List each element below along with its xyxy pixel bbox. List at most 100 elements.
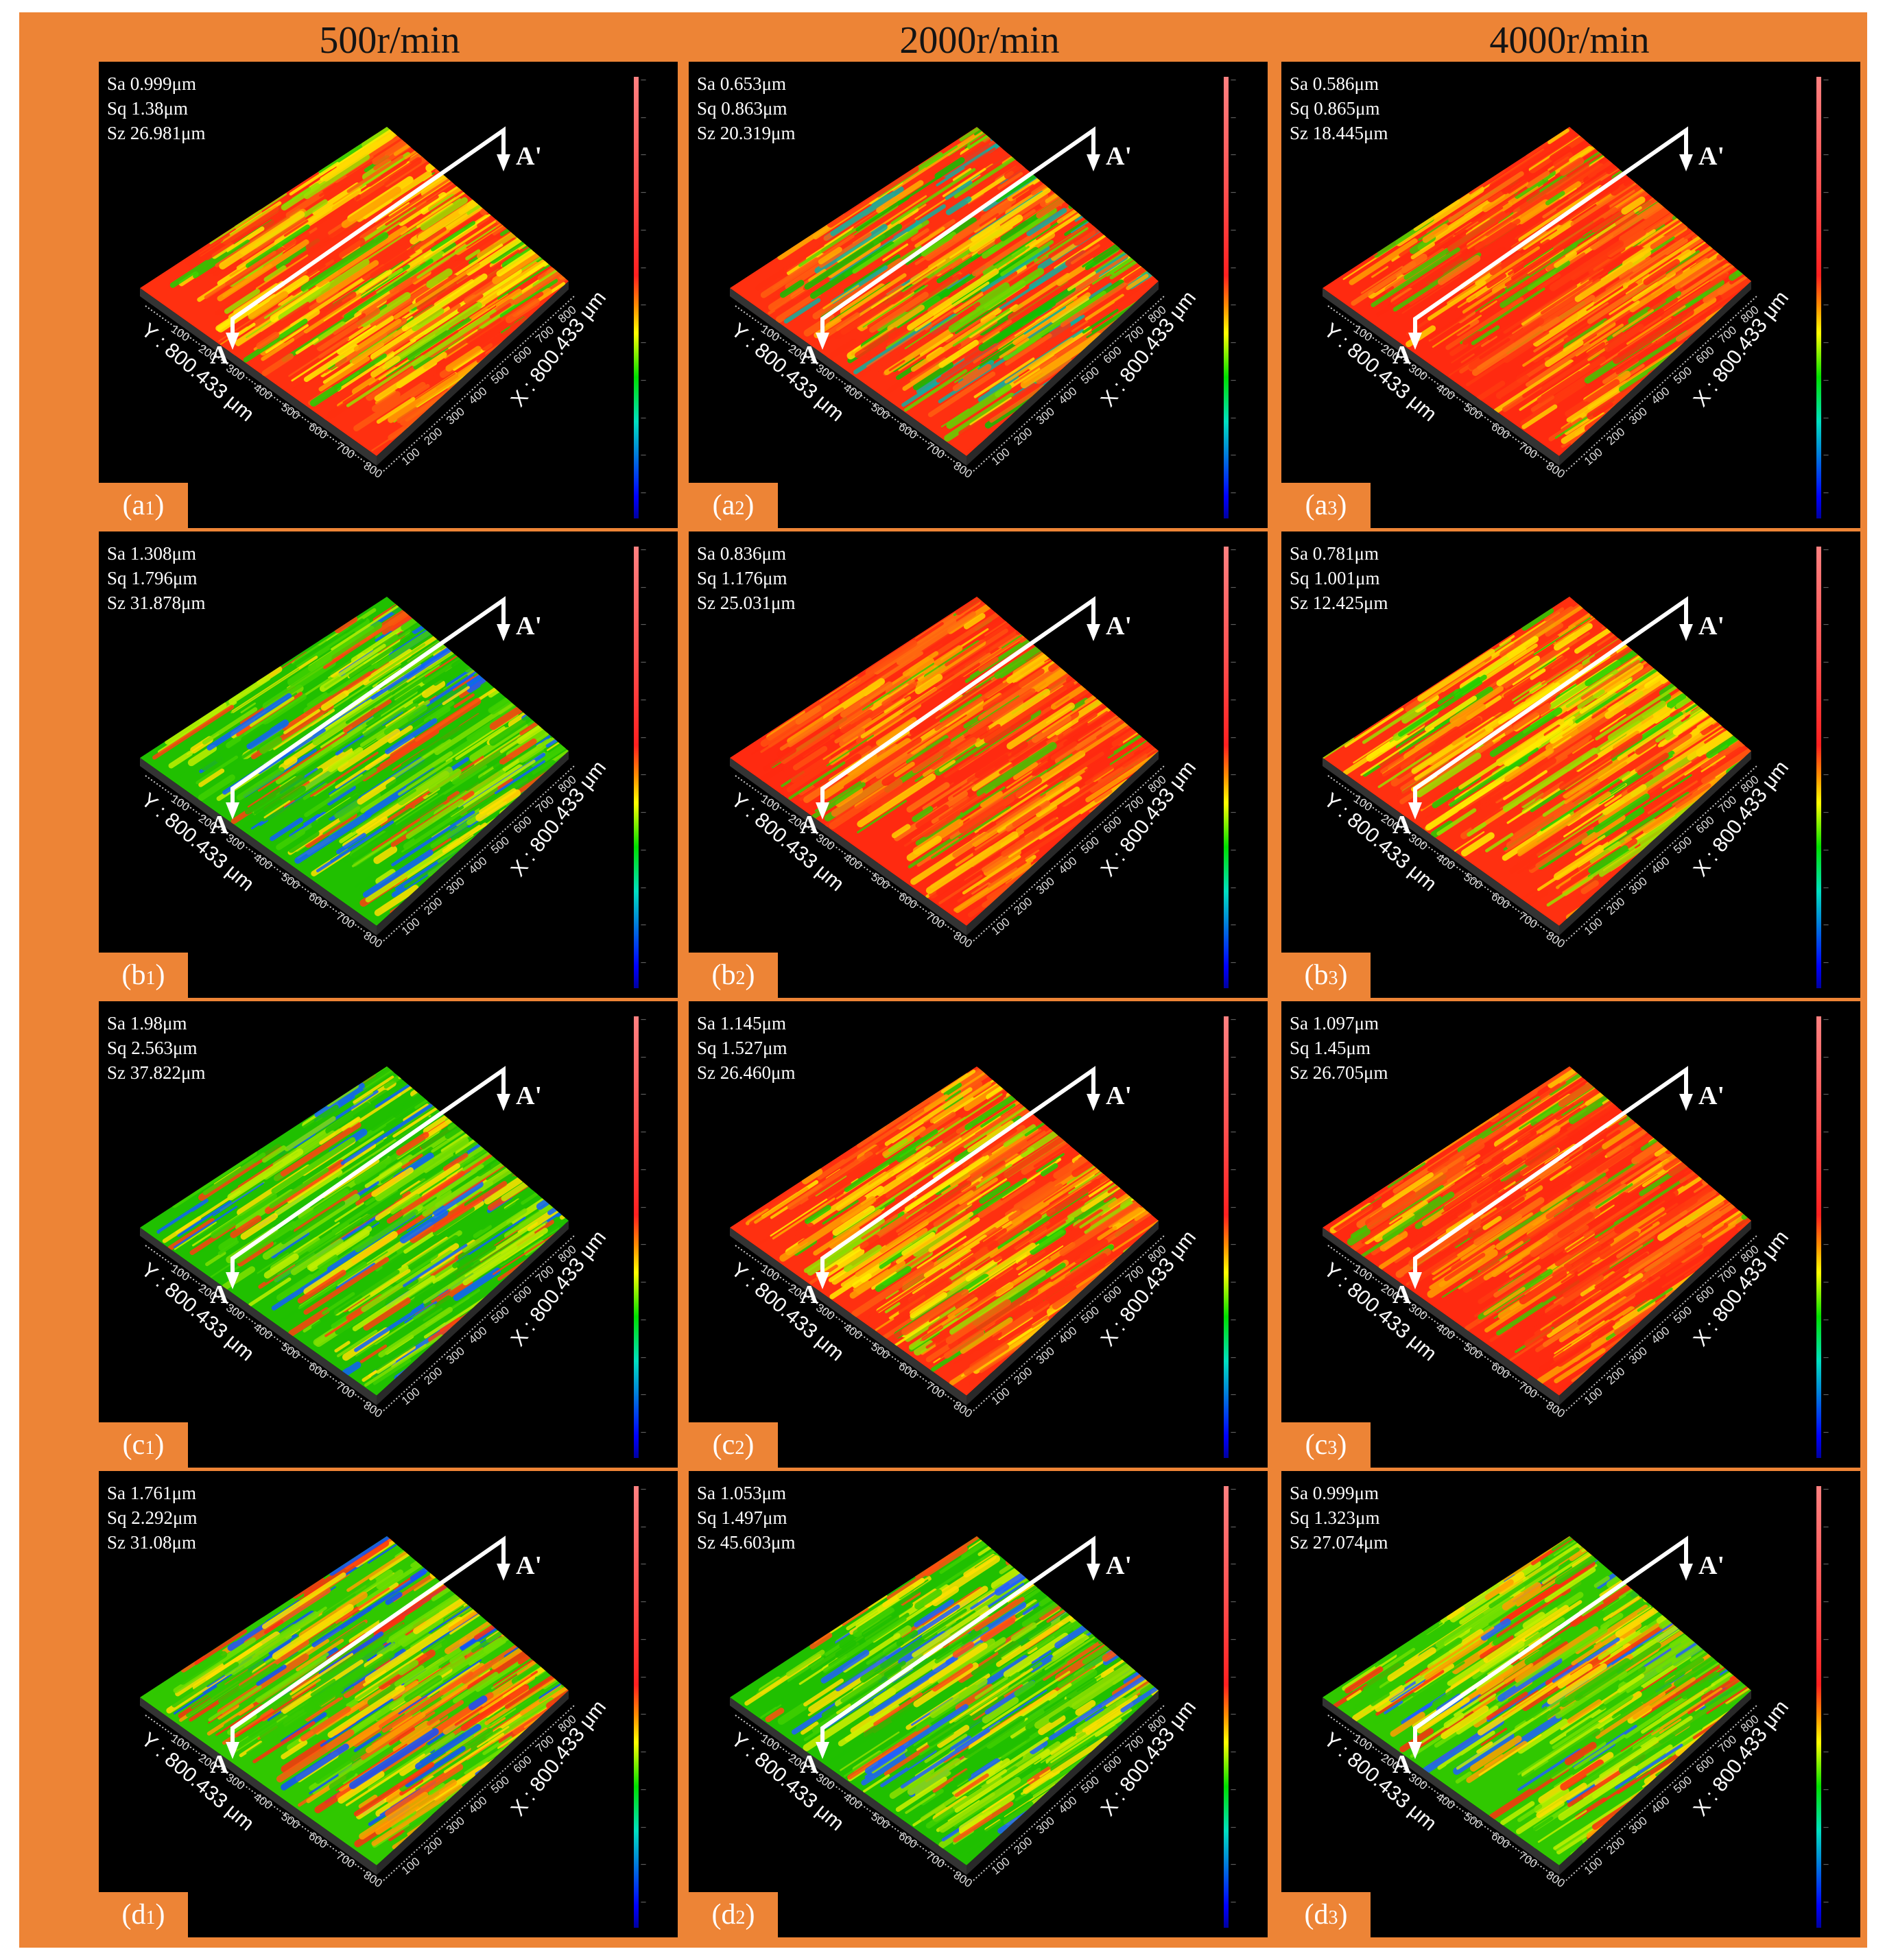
stat-sq: Sq 1.176μm bbox=[697, 568, 787, 588]
x-tick-label: 200 bbox=[421, 895, 444, 918]
color-scale-tick: — bbox=[1823, 264, 1829, 271]
color-scale-tick: — bbox=[1823, 414, 1829, 421]
x-tick-label: 400 bbox=[1056, 1324, 1080, 1347]
section-mark-end: A' bbox=[1106, 1551, 1132, 1580]
color-scale-gradient bbox=[1224, 1486, 1229, 1928]
panel-label-subscript: 2 bbox=[735, 498, 745, 519]
roughness-stats: Sa 1.761μm Sq 2.292μm Sz 31.08μm bbox=[107, 1481, 198, 1555]
stat-sa: Sa 0.836μm bbox=[697, 543, 786, 564]
y-tick-label: 800 bbox=[361, 1398, 385, 1420]
panel-label-letter: b bbox=[1314, 959, 1329, 991]
x-tick-label: 400 bbox=[1056, 385, 1080, 407]
color-scale-tick: — bbox=[641, 1429, 646, 1436]
roughness-stats: Sa 1.145μm Sq 1.527μm Sz 26.460μm bbox=[697, 1011, 795, 1085]
color-scale-tick: — bbox=[1231, 1899, 1236, 1906]
x-tick-label: 300 bbox=[1034, 1344, 1057, 1367]
x-tick-label: 600 bbox=[511, 1753, 534, 1776]
x-tick-label: 500 bbox=[1078, 1773, 1102, 1796]
panel-label-letter: c bbox=[722, 1429, 735, 1461]
color-scale-tick: — bbox=[641, 1599, 646, 1605]
color-scale-gradient bbox=[1816, 1486, 1821, 1928]
surface-panel: 100 100 200 200 300 300 400 400 500 500 600 600 700 7… bbox=[99, 1471, 678, 1937]
color-scale-tick: — bbox=[1823, 152, 1829, 158]
color-scale-tick: — bbox=[1823, 734, 1829, 741]
color-scale-tick: — bbox=[1231, 922, 1236, 929]
panel-label-letter: c bbox=[132, 1429, 145, 1461]
color-scale-tick: — bbox=[1823, 659, 1829, 666]
color-scale-tick: — bbox=[1823, 1241, 1829, 1248]
stat-sz: Sz 37.822μm bbox=[107, 1062, 206, 1083]
x-tick-label: 100 bbox=[989, 446, 1012, 468]
y-tick-label: 800 bbox=[361, 929, 385, 951]
panel-label: (c2) bbox=[689, 1422, 778, 1468]
section-mark-start: A bbox=[800, 1750, 819, 1779]
y-tick-label: 800 bbox=[1544, 459, 1567, 481]
color-scale-tick: — bbox=[641, 584, 646, 590]
color-scale-bar: — — — — — — — — — — — — bbox=[1814, 1486, 1855, 1928]
panel-label-letter: c bbox=[1314, 1429, 1328, 1461]
stat-sz: Sz 12.425μm bbox=[1290, 593, 1388, 613]
roughness-stats: Sa 0.781μm Sq 1.001μm Sz 12.425μm bbox=[1290, 541, 1388, 615]
x-tick-label: 600 bbox=[511, 1283, 534, 1306]
color-scale-tick: — bbox=[1231, 1129, 1236, 1136]
color-scale-bar: — — — — — — — — — — — — bbox=[631, 1016, 672, 1458]
x-tick-label: 600 bbox=[511, 344, 534, 366]
roughness-stats: Sa 1.053μm Sq 1.497μm Sz 45.603μm bbox=[697, 1481, 795, 1555]
x-tick-label: 600 bbox=[1101, 1283, 1124, 1306]
section-mark-end: A' bbox=[1106, 612, 1132, 641]
section-mark-start: A bbox=[1392, 341, 1412, 370]
color-scale-gradient bbox=[1816, 1016, 1821, 1458]
stat-sq: Sq 2.292μm bbox=[107, 1507, 198, 1528]
color-scale-tick: — bbox=[641, 1241, 646, 1248]
color-scale-tick: — bbox=[641, 1786, 646, 1793]
panel-label-letter: a bbox=[1314, 490, 1328, 521]
color-scale-gradient bbox=[1224, 547, 1229, 988]
figure-grid: 500r/min 2000r/min 4000r/min 100 100 200 20… bbox=[19, 12, 1867, 1948]
color-scale-tick: — bbox=[1823, 1053, 1829, 1060]
x-tick-label: 100 bbox=[1582, 1385, 1605, 1408]
color-scale-tick: — bbox=[1231, 302, 1236, 309]
x-tick-label: 100 bbox=[399, 1855, 423, 1878]
color-scale-tick: — bbox=[1231, 1523, 1236, 1530]
stat-sa: Sa 1.761μm bbox=[107, 1483, 196, 1503]
color-scale-tick: — bbox=[641, 377, 646, 383]
panel-label-subscript: 2 bbox=[735, 968, 746, 989]
x-tick-label: 300 bbox=[444, 1344, 467, 1367]
color-scale-tick: — bbox=[1823, 809, 1829, 816]
color-scale-tick: — bbox=[1823, 621, 1829, 628]
color-scale-tick: — bbox=[1823, 1091, 1829, 1098]
y-tick-label: 800 bbox=[361, 459, 385, 481]
section-mark-start: A bbox=[210, 341, 229, 370]
color-scale-tick: — bbox=[641, 1749, 646, 1756]
color-scale-tick: — bbox=[1823, 1166, 1829, 1173]
section-mark-end: A' bbox=[516, 1551, 542, 1580]
color-scale-tick: — bbox=[1823, 1486, 1829, 1492]
color-scale-tick: — bbox=[641, 1486, 646, 1492]
color-scale-bar: — — — — — — — — — — — — bbox=[1221, 1486, 1262, 1928]
x-tick-label: 200 bbox=[1011, 1834, 1034, 1857]
x-tick-label: 200 bbox=[1604, 1834, 1627, 1857]
surface-panel: 100 100 200 200 300 300 400 400 500 500 600 600 700 7… bbox=[99, 531, 678, 998]
x-tick-label: 600 bbox=[1694, 344, 1717, 366]
color-scale-tick: — bbox=[641, 1053, 646, 1060]
color-scale-tick: — bbox=[1231, 490, 1236, 497]
color-scale-tick: — bbox=[641, 1861, 646, 1868]
panel-label: (b1) bbox=[99, 953, 188, 998]
x-tick-label: 200 bbox=[1011, 1365, 1034, 1387]
x-tick-label: 400 bbox=[1056, 1794, 1080, 1817]
roughness-stats: Sa 0.653μm Sq 0.863μm Sz 20.319μm bbox=[697, 71, 795, 145]
x-tick-label: 600 bbox=[1694, 813, 1717, 836]
section-mark-start: A bbox=[1392, 1280, 1412, 1309]
color-scale-tick: — bbox=[1823, 772, 1829, 778]
panel-label: (a2) bbox=[689, 483, 778, 528]
color-scale-tick: — bbox=[1823, 339, 1829, 346]
color-scale-tick: — bbox=[1823, 226, 1829, 233]
x-tick-label: 500 bbox=[488, 1773, 512, 1796]
color-scale-bar: — — — — — — — — — — — — bbox=[631, 1486, 672, 1928]
color-scale-tick: — bbox=[1231, 377, 1236, 383]
x-tick-label: 400 bbox=[1649, 1324, 1672, 1347]
x-tick-label: 600 bbox=[1694, 1283, 1717, 1306]
